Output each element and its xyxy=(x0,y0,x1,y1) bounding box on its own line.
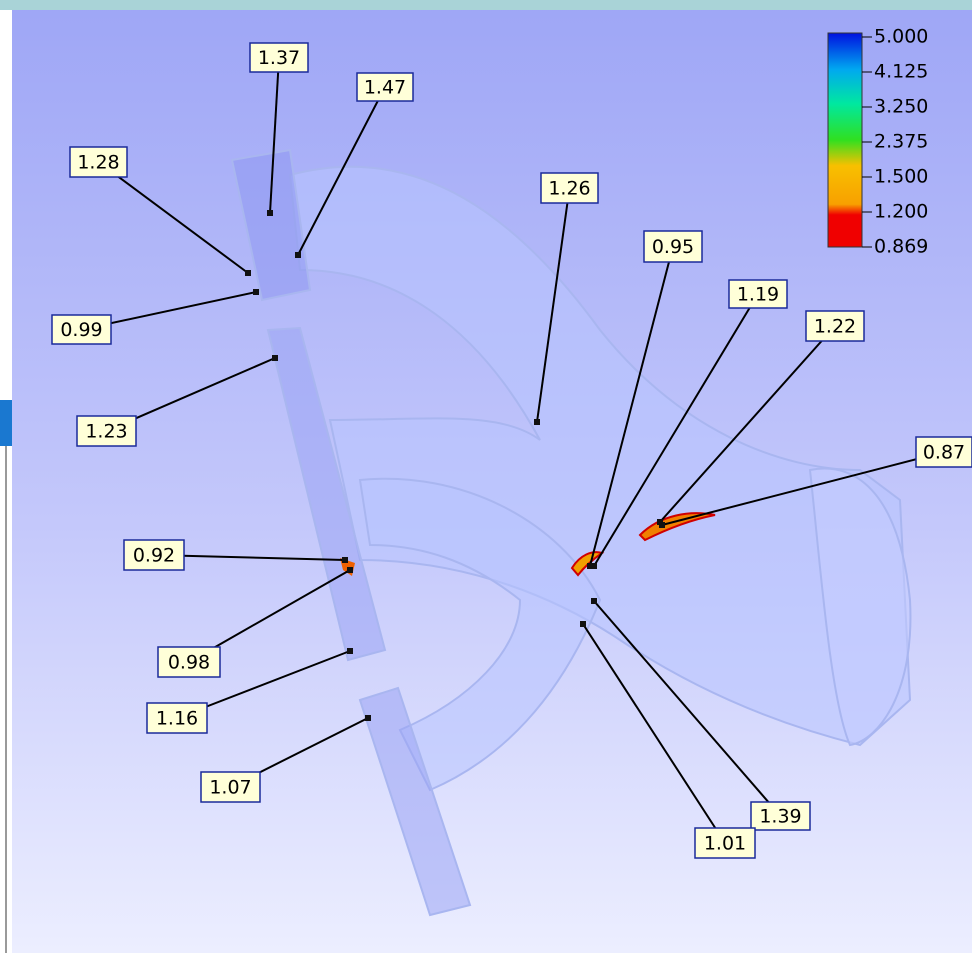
probe-label: 0.92 xyxy=(133,545,175,567)
probe-label: 0.87 xyxy=(923,442,965,464)
probe-point xyxy=(587,563,593,569)
legend-label: 1.200 xyxy=(874,201,928,223)
probe-box xyxy=(76,415,137,447)
probe-box xyxy=(200,771,261,803)
probe: 0.98 xyxy=(157,567,353,678)
probe-label: 0.95 xyxy=(652,236,694,258)
probe: 0.95 xyxy=(587,230,703,569)
probe-label: 1.47 xyxy=(364,77,406,99)
probe-label: 1.28 xyxy=(77,152,119,174)
probe-label: 1.37 xyxy=(258,47,300,69)
legend-label: 2.375 xyxy=(874,131,928,153)
probe: 1.28 xyxy=(69,146,251,276)
probe-leader xyxy=(661,451,945,526)
probe-point xyxy=(580,621,586,627)
probe-point xyxy=(342,557,348,563)
probe-box xyxy=(643,230,703,263)
probe-box xyxy=(146,702,208,734)
probe: 0.99 xyxy=(51,289,259,345)
probe-box xyxy=(157,646,221,678)
probe-point xyxy=(347,567,353,573)
legend-bar xyxy=(827,32,863,248)
probe-point xyxy=(591,563,597,569)
probe-label: 1.01 xyxy=(704,833,746,855)
probe-point xyxy=(245,270,251,276)
probe-point xyxy=(591,598,597,604)
probe-box xyxy=(249,42,309,73)
probe-label: 1.39 xyxy=(759,806,801,828)
probe: 1.22 xyxy=(657,310,865,525)
probe: 1.39 xyxy=(591,598,811,831)
probe-point xyxy=(295,252,301,258)
probe-label: 1.23 xyxy=(85,421,127,443)
probe-point xyxy=(347,648,353,654)
probe: 1.47 xyxy=(295,72,414,258)
top-bar xyxy=(0,0,972,10)
probe-box xyxy=(123,539,185,571)
probe-point xyxy=(534,419,540,425)
probe: 1.26 xyxy=(534,172,599,425)
probe-point xyxy=(253,289,259,295)
probe-point xyxy=(267,210,273,216)
probe-leader xyxy=(582,623,726,844)
probe-box xyxy=(805,310,865,342)
probe: 0.87 xyxy=(659,436,972,528)
probe-leader xyxy=(589,246,674,567)
probe-point xyxy=(272,355,278,361)
probe-leader xyxy=(269,57,280,214)
probes: 1.37 1.47 1.28 0.99 1.26 0.95 1.19 1.22 0.87 1.23… xyxy=(51,42,972,859)
probe-point xyxy=(365,715,371,721)
probe-label: 0.98 xyxy=(168,652,210,674)
legend-label: 1.500 xyxy=(874,166,928,188)
legend-label: 3.250 xyxy=(874,96,928,118)
probe-point xyxy=(659,522,665,528)
probe: 1.07 xyxy=(200,715,371,803)
probe: 1.19 xyxy=(591,279,788,569)
probe-leader xyxy=(97,161,249,274)
probe-label: 1.07 xyxy=(209,777,251,799)
model xyxy=(230,148,912,917)
legend-label: 5.000 xyxy=(874,26,928,48)
probe-label: 0.99 xyxy=(60,319,102,341)
probe-leader xyxy=(536,187,571,423)
probe-label: 1.22 xyxy=(814,316,856,338)
probe-box xyxy=(356,72,414,102)
probe-box xyxy=(694,827,756,859)
probe-box xyxy=(750,801,811,831)
probe: 0.92 xyxy=(123,539,348,571)
side-tab[interactable] xyxy=(0,400,12,446)
probe: 1.01 xyxy=(580,621,756,859)
probe-leader xyxy=(593,600,782,817)
probe: 1.16 xyxy=(146,648,353,734)
probe-leader xyxy=(297,86,386,256)
probe-box xyxy=(915,436,972,468)
probe-leader xyxy=(593,293,759,567)
panel-border xyxy=(5,446,7,953)
probe-box xyxy=(540,172,599,204)
probe: 1.37 xyxy=(249,42,309,216)
probe-label: 1.16 xyxy=(156,708,198,730)
probe: 1.23 xyxy=(76,355,278,447)
legend-label: 4.125 xyxy=(874,61,928,83)
probe-label: 1.19 xyxy=(737,284,779,306)
probe-box xyxy=(51,314,112,345)
probe-label: 1.26 xyxy=(548,178,590,200)
probe-leader xyxy=(659,325,836,523)
probe-leader xyxy=(153,554,346,561)
legend: 5.000 4.125 3.250 2.375 1.500 1.200 0.869 xyxy=(862,26,928,258)
probe-box xyxy=(728,279,788,309)
probe-box xyxy=(69,146,128,178)
legend-label: 0.869 xyxy=(874,236,928,258)
